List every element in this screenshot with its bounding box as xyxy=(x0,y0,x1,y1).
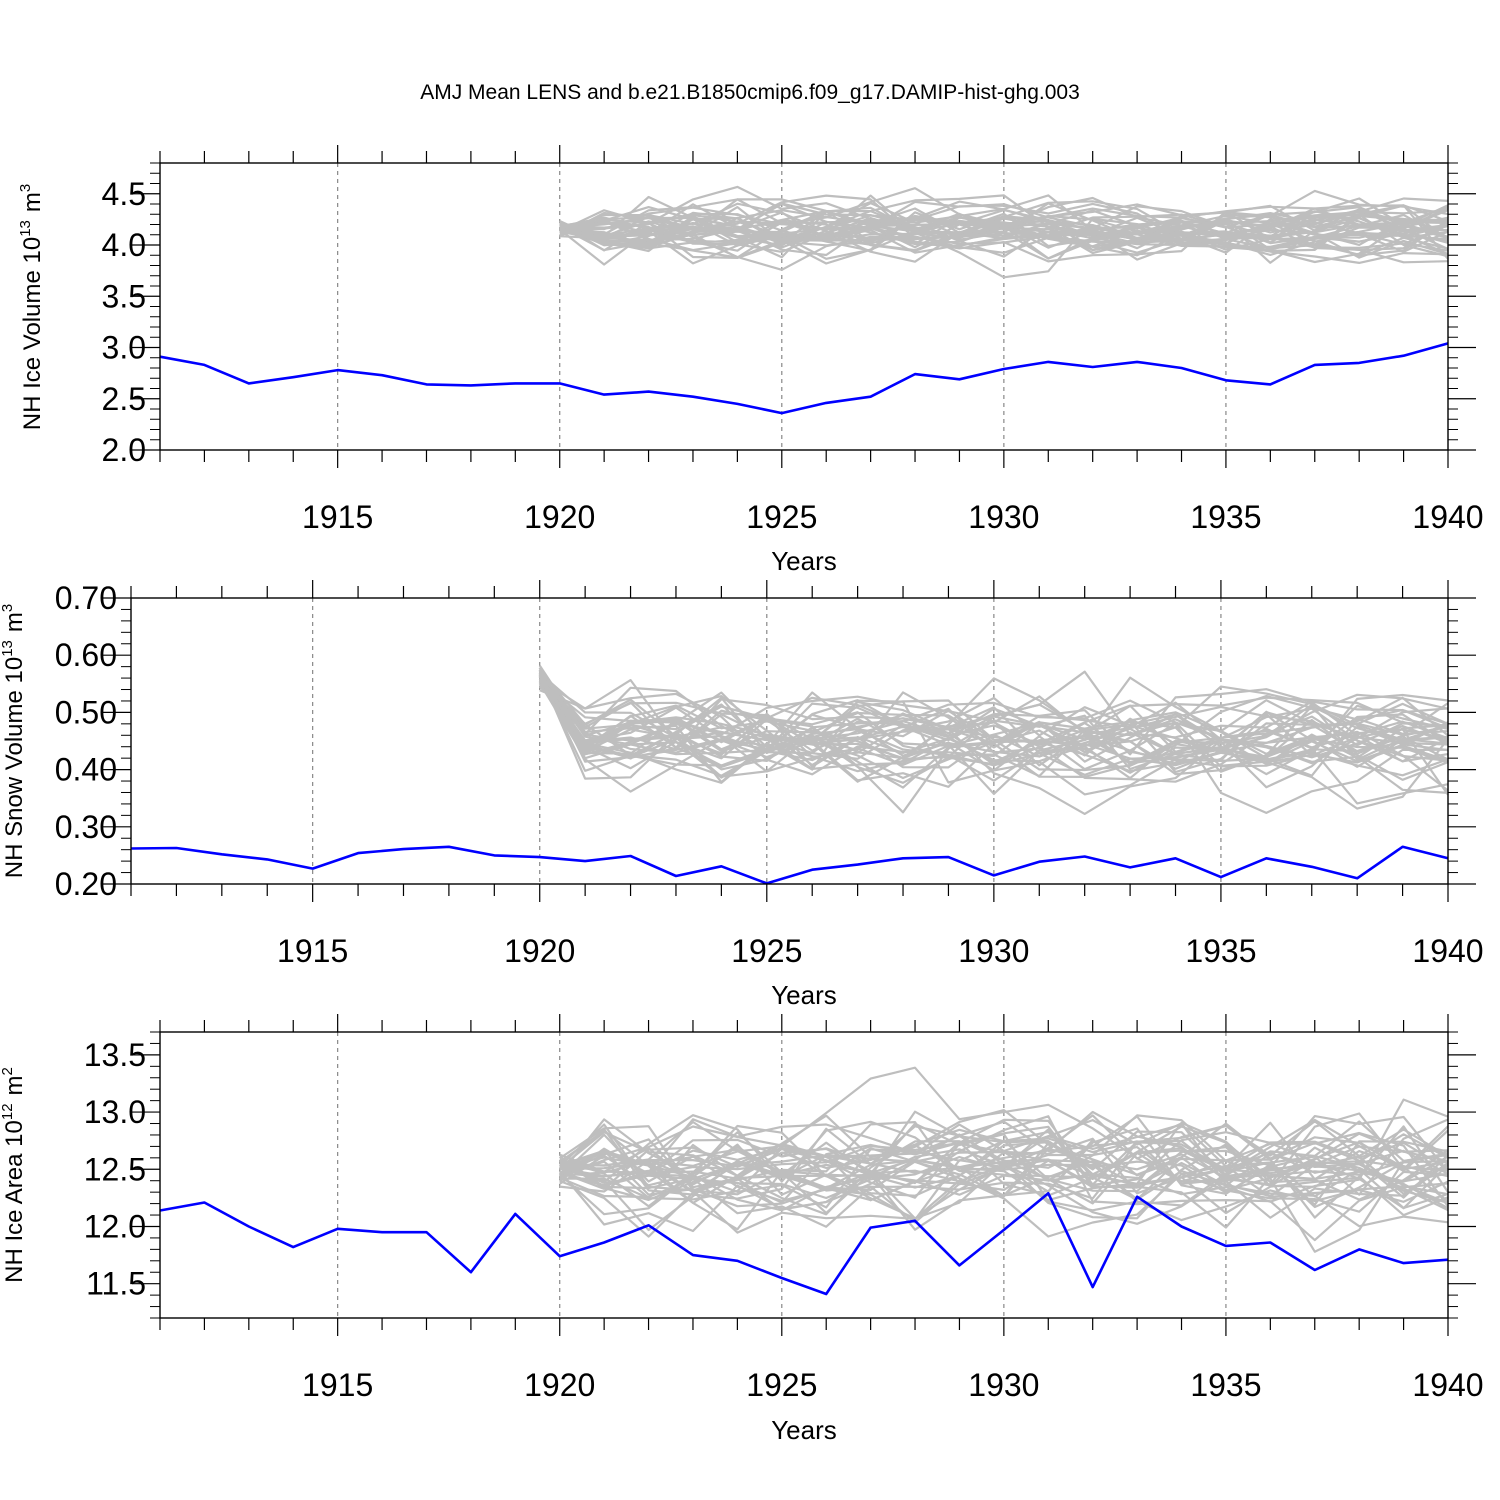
ensemble-member-line xyxy=(538,675,1449,782)
plot-frame-ice-area xyxy=(159,1031,1449,1319)
xtick-label-ice-volume: 1920 xyxy=(524,499,595,535)
ytick-label-snow-volume: 0.30 xyxy=(55,809,117,845)
xtick-label-ice-area: 1940 xyxy=(1412,1367,1483,1403)
ytick-label-ice-volume: 2.5 xyxy=(102,381,146,417)
ytick-label-ice-volume: 3.5 xyxy=(102,278,146,314)
ytick-label-snow-volume: 0.60 xyxy=(55,637,117,673)
ylabel-ice-area: NH Ice Area 1012 m2 xyxy=(0,1067,28,1283)
series-line-snow-volume xyxy=(130,845,1449,885)
ylabel-snow-volume: NH Snow Volume 1013 m3 xyxy=(0,604,28,878)
ytick-label-ice-volume: 3.0 xyxy=(102,330,146,366)
xtick-label-snow-volume: 1915 xyxy=(277,933,348,969)
xtick-label-ice-area: 1920 xyxy=(524,1367,595,1403)
xtick-label-snow-volume: 1920 xyxy=(504,933,575,969)
ensemble-member-line xyxy=(559,185,1449,245)
ensemble-member-line xyxy=(559,208,1449,252)
xtick-label-snow-volume: 1925 xyxy=(731,933,802,969)
ylabel-ice-volume-exp: 13 xyxy=(17,220,34,237)
ylabel-ice-volume-text: NH Ice Volume 10 xyxy=(19,237,46,430)
chart-title: AMJ Mean LENS and b.e21.B1850cmip6.f09_g… xyxy=(420,81,1080,104)
ytick-label-snow-volume: 0.20 xyxy=(55,866,117,902)
ensemble-member-line xyxy=(559,202,1449,263)
ensemble-member-line xyxy=(539,689,1449,796)
xtick-label-ice-area: 1925 xyxy=(746,1367,817,1403)
ytick-label-ice-volume: 4.0 xyxy=(102,227,146,263)
ytick-label-ice-area: 11.5 xyxy=(86,1266,146,1302)
ensemble-member-line xyxy=(538,674,1449,816)
ylabel-snow-volume-unit-exp: 3 xyxy=(0,604,16,612)
xtick-label-ice-volume: 1915 xyxy=(302,499,373,535)
ensemble-member-line xyxy=(538,674,1449,796)
ensemble-member-line xyxy=(538,672,1449,780)
ensemble-member-line xyxy=(538,676,1449,767)
ytick-label-ice-area: 12.5 xyxy=(84,1151,146,1187)
xtick-label-ice-volume: 1930 xyxy=(968,499,1039,535)
xtick-label-ice-volume: 1940 xyxy=(1412,499,1483,535)
ensemble-ice-area xyxy=(558,1066,1449,1253)
xtick-label-ice-volume: 1935 xyxy=(1190,499,1261,535)
ylabel-snow-volume-unit: m xyxy=(1,612,28,632)
ylabel-snow-volume-exp: 13 xyxy=(0,640,16,657)
ylabel-ice-area-unit-exp: 2 xyxy=(0,1067,16,1075)
series-line-ice-volume xyxy=(159,342,1449,415)
plot-snow-volume: 1915 1920 1925 1930 1935 1940 0.20 0.30 0.40 0.50… xyxy=(55,580,1484,969)
ytick-label-ice-area: 12.0 xyxy=(84,1208,146,1244)
ylabel-ice-area-exp: 12 xyxy=(0,1103,16,1120)
xlabel-ice-area: Years xyxy=(771,1415,837,1445)
xlabel-snow-volume: Years xyxy=(771,980,837,1010)
ylabel-ice-volume: NH Ice Volume 1013 m3 xyxy=(17,184,46,430)
ensemble-member-line xyxy=(559,1118,1449,1210)
xtick-label-ice-area: 1935 xyxy=(1190,1367,1261,1403)
ensemble-member-line xyxy=(559,1110,1449,1212)
panel-ice-volume: NH Ice Volume 1013 m3 Years xyxy=(17,184,837,576)
xtick-label-snow-volume: 1940 xyxy=(1412,933,1483,969)
ensemble-snow-volume xyxy=(538,664,1449,816)
ylabel-ice-area-unit: m xyxy=(1,1075,28,1095)
ylabel-ice-volume-unit: m xyxy=(19,192,46,212)
ensemble-member-line xyxy=(559,1098,1449,1203)
xlabel-ice-volume: Years xyxy=(771,546,837,576)
ensemble-member-line xyxy=(559,197,1449,245)
xtick-label-ice-area: 1915 xyxy=(302,1367,373,1403)
xtick-label-snow-volume: 1930 xyxy=(958,933,1029,969)
xtick-label-ice-area: 1930 xyxy=(968,1367,1039,1403)
ytick-label-ice-area: 13.0 xyxy=(84,1094,146,1130)
ytick-label-snow-volume: 0.70 xyxy=(55,580,117,616)
ylabel-ice-volume-unit-exp: 3 xyxy=(17,184,34,192)
plot-ice-volume: 1915 1920 1925 1930 1935 1940 2.0 2.5 3.0 3.5 4.0 4… xyxy=(102,145,1484,535)
plot-frame-snow-volume xyxy=(130,597,1449,885)
ensemble-member-line xyxy=(559,1122,1449,1222)
ylabel-ice-area-text: NH Ice Area 10 xyxy=(1,1120,28,1283)
xtick-label-ice-volume: 1925 xyxy=(746,499,817,535)
ylabel-snow-volume-text: NH Snow Volume 10 xyxy=(1,657,28,878)
panel-ice-area: NH Ice Area 1012 m2 Years xyxy=(0,1067,837,1445)
ytick-label-snow-volume: 0.50 xyxy=(55,694,117,730)
ensemble-ice-volume xyxy=(559,185,1449,279)
plot-ice-area: 1915 1920 1925 1930 1935 1940 11.5 12.0 12.5 13.0… xyxy=(84,1014,1484,1403)
ytick-label-ice-volume: 2.0 xyxy=(102,432,146,468)
ytick-label-snow-volume: 0.40 xyxy=(55,752,117,788)
ytick-label-ice-area: 13.5 xyxy=(84,1037,146,1073)
xtick-label-snow-volume: 1935 xyxy=(1185,933,1256,969)
series-line-ice-area xyxy=(159,1192,1449,1296)
ytick-label-ice-volume: 4.5 xyxy=(102,176,146,212)
ensemble-member-line xyxy=(559,1114,1449,1202)
ensemble-member-line xyxy=(559,1112,1449,1186)
panel-snow-volume: NH Snow Volume 1013 m3 Years xyxy=(0,604,837,1010)
